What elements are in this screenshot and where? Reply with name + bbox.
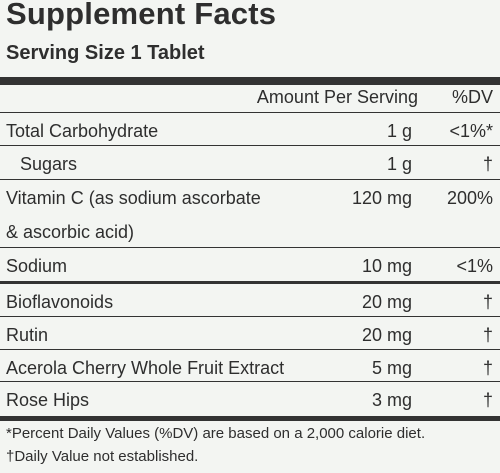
title: Supplement Facts	[6, 0, 277, 31]
amount: 10 mg	[361, 256, 412, 276]
daily-value: †	[482, 390, 493, 410]
nutrient-name: Sodium	[6, 256, 68, 276]
nutrient-name: Bioflavonoids	[6, 292, 114, 312]
daily-value: <1%*	[449, 121, 493, 141]
amount: 3 mg	[371, 390, 412, 410]
column-header: Amount Per Serving	[256, 87, 418, 107]
daily-value: 200%	[446, 188, 493, 208]
thick-rule	[0, 77, 500, 85]
footnote: *Percent Daily Values (%DV) are based on…	[6, 425, 426, 442]
nutrient-name: Sugars	[20, 154, 78, 174]
row-rule	[0, 316, 500, 317]
row-rule	[0, 247, 500, 248]
amount: 1 g	[386, 121, 412, 141]
column-header: %DV	[451, 87, 493, 107]
row-rule	[0, 179, 500, 180]
daily-value: †	[482, 358, 493, 378]
daily-value: †	[482, 325, 493, 345]
row-rule	[0, 112, 500, 113]
nutrient-name: Acerola Cherry Whole Fruit Extract	[6, 358, 285, 378]
amount: 5 mg	[371, 358, 412, 378]
nutrient-name: & ascorbic acid)	[6, 222, 135, 242]
daily-value: †	[482, 292, 493, 312]
amount: 20 mg	[361, 325, 412, 345]
footnote: †Daily Value not established.	[6, 448, 199, 465]
thick-rule	[0, 416, 500, 421]
nutrient-name: Vitamin C (as sodium ascorbate	[6, 188, 261, 208]
row-rule	[0, 145, 500, 146]
row-rule	[0, 281, 500, 284]
serving-size: Serving Size 1 Tablet	[6, 42, 205, 64]
row-rule	[0, 349, 500, 350]
amount: 1 g	[386, 154, 412, 174]
nutrient-name: Total Carbohydrate	[6, 121, 159, 141]
amount: 20 mg	[361, 292, 412, 312]
nutrient-name: Rutin	[6, 325, 49, 345]
nutrient-name: Rose Hips	[6, 390, 90, 410]
row-rule	[0, 381, 500, 382]
daily-value: <1%	[456, 256, 493, 276]
daily-value: †	[482, 154, 493, 174]
amount: 120 mg	[351, 188, 412, 208]
